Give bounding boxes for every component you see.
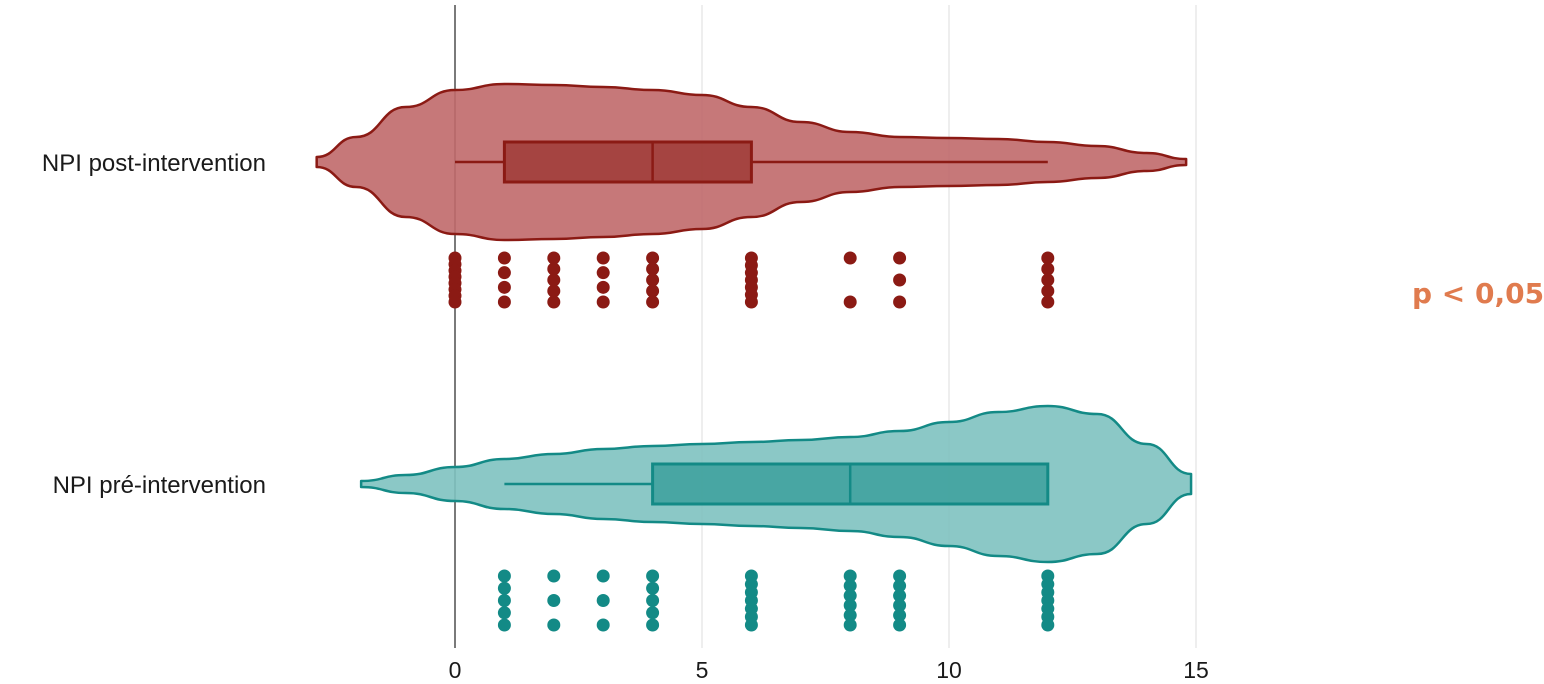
boxplots — [455, 140, 1050, 506]
data-point — [646, 273, 660, 287]
data-point — [744, 618, 758, 632]
data-point — [596, 251, 610, 265]
data-point — [497, 295, 511, 309]
data-point — [1041, 295, 1055, 309]
x-tick-label: 5 — [696, 657, 709, 683]
data-point — [646, 569, 660, 583]
data-point — [497, 266, 511, 280]
box-iqr — [502, 140, 753, 184]
data-point — [1041, 262, 1055, 276]
data-point — [646, 606, 660, 620]
data-point — [744, 295, 758, 309]
data-point — [547, 251, 561, 265]
data-point — [646, 618, 660, 632]
data-point — [843, 589, 857, 603]
data-point — [893, 273, 907, 287]
data-point — [893, 251, 907, 265]
data-point — [596, 266, 610, 280]
data-point — [547, 594, 561, 607]
data-point — [547, 295, 561, 309]
data-point — [843, 569, 857, 583]
data-point — [448, 295, 462, 309]
data-point — [497, 280, 511, 294]
x-tick-label: 10 — [936, 657, 962, 683]
data-point — [646, 284, 660, 298]
data-point — [547, 618, 561, 632]
y-axis: NPI post-intervention NPI pré-interventio… — [42, 150, 266, 499]
data-point — [843, 618, 857, 632]
data-point — [893, 608, 907, 622]
data-point — [646, 594, 660, 607]
data-point — [497, 581, 511, 595]
data-point — [646, 251, 660, 265]
data-point — [596, 569, 610, 583]
data-point — [843, 579, 857, 593]
data-point — [843, 598, 857, 612]
data-point — [893, 569, 907, 583]
x-tick-label: 0 — [449, 657, 462, 683]
data-point — [497, 251, 511, 265]
data-point — [646, 295, 660, 309]
data-point — [497, 594, 511, 607]
data-point — [893, 598, 907, 612]
category-label: NPI post-intervention — [42, 150, 266, 177]
data-point — [843, 608, 857, 622]
data-point — [1041, 284, 1055, 298]
data-point — [596, 594, 610, 607]
data-point — [646, 581, 660, 595]
data-point — [893, 295, 907, 309]
data-point — [893, 618, 907, 632]
data-point — [1041, 251, 1055, 265]
data-point — [547, 569, 561, 583]
p-value-annotation: p < 0,05 — [1412, 277, 1544, 310]
data-points — [448, 251, 1055, 632]
x-axis: 0 5 10 15 — [449, 657, 1209, 683]
data-point — [1041, 273, 1055, 287]
data-point — [497, 569, 511, 583]
data-point — [497, 618, 511, 632]
grid — [701, 5, 1197, 648]
data-point — [547, 262, 561, 276]
data-point — [646, 262, 660, 276]
data-point — [843, 295, 857, 309]
data-point — [843, 251, 857, 265]
data-point — [893, 589, 907, 603]
data-point — [596, 295, 610, 309]
data-point — [547, 273, 561, 287]
category-label: NPI pré-intervention — [53, 472, 266, 499]
data-point — [893, 579, 907, 593]
data-point — [547, 284, 561, 298]
x-tick-label: 15 — [1183, 657, 1209, 683]
data-point — [596, 618, 610, 632]
data-point — [497, 606, 511, 620]
data-point — [596, 280, 610, 294]
data-point — [1041, 618, 1055, 632]
